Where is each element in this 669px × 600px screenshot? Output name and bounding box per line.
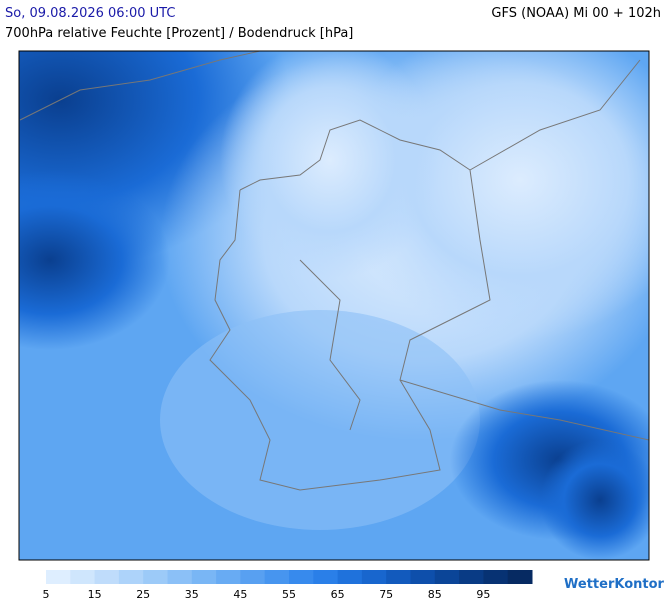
legend-swatch <box>143 570 168 584</box>
legend: 5 15 25 35 45 55 65 75 85 95 <box>43 570 533 600</box>
legend-tick-label: 45 <box>233 588 247 600</box>
legend-swatch <box>483 570 509 584</box>
legend-swatch <box>361 570 387 584</box>
subtitle: 700hPa relative Feuchte [Prozent] / Bode… <box>5 26 354 41</box>
legend-swatch <box>118 570 144 584</box>
legend-swatch <box>337 570 363 584</box>
legend-swatch <box>264 570 290 584</box>
map-frame <box>18 50 650 561</box>
legend-tick-label: 5 <box>43 588 50 600</box>
humidity-field <box>19 51 649 560</box>
legend-swatch <box>216 570 241 584</box>
legend-swatch <box>289 570 314 584</box>
brand: WetterKontor <box>564 577 665 592</box>
legend-swatch <box>167 570 193 584</box>
legend-swatch <box>434 570 460 584</box>
legend-tick-label: 25 <box>136 588 150 600</box>
legend-swatch <box>410 570 436 584</box>
legend-swatch <box>240 570 266 584</box>
legend-tick-label: 35 <box>185 588 199 600</box>
legend-tick-label: 75 <box>379 588 393 600</box>
legend-swatch <box>386 570 411 584</box>
legend-swatch <box>507 570 533 584</box>
legend-tick-label: 65 <box>331 588 345 600</box>
legend-tick-label: 55 <box>282 588 296 600</box>
legend-swatch <box>46 570 71 584</box>
legend-tick-label: 15 <box>88 588 102 600</box>
legend-tick-label: 95 <box>476 588 490 600</box>
legend-swatch <box>191 570 217 584</box>
legend-swatch <box>70 570 96 584</box>
valid-time: So, 09.08.2026 06:00 UTC <box>5 6 176 21</box>
model-run: GFS (NOAA) Mi 00 + 102h <box>491 6 661 21</box>
legend-swatch <box>313 570 339 584</box>
legend-tick-label: 85 <box>428 588 442 600</box>
legend-swatch <box>459 570 484 584</box>
legend-swatch <box>94 570 120 584</box>
